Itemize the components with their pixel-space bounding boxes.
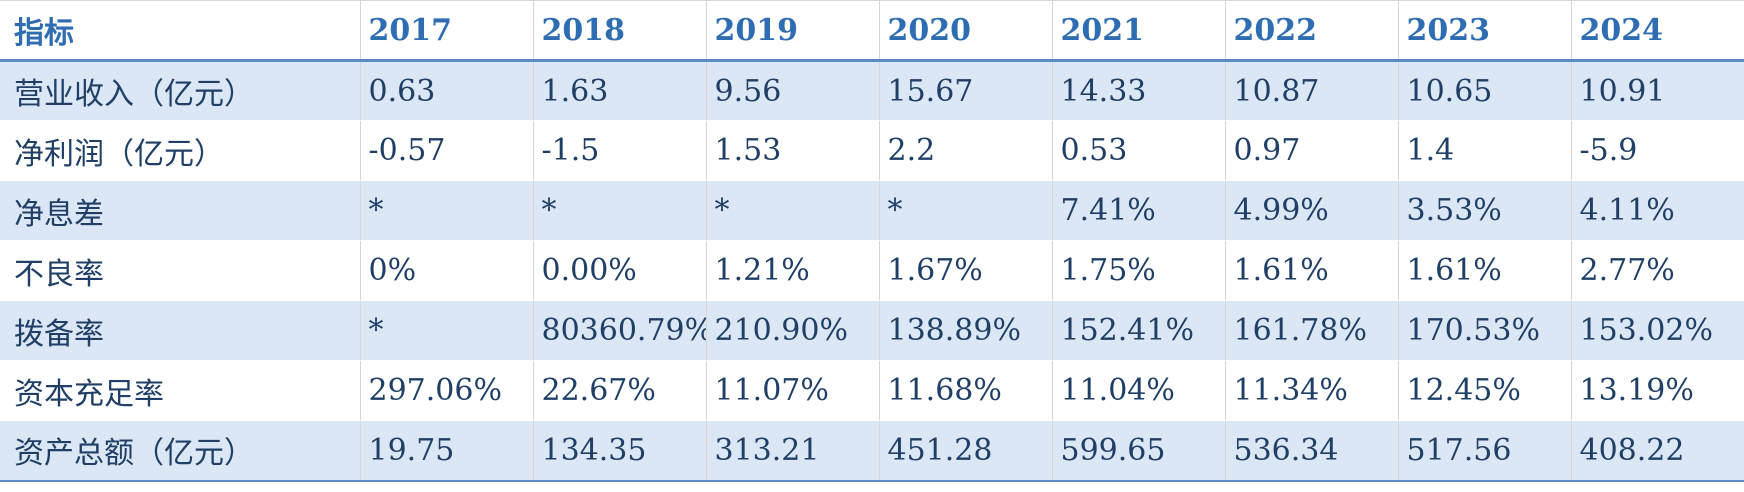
row-label-cell[interactable]: 资产总额（亿元）: [0, 420, 361, 482]
value-cell[interactable]: 1.61%: [1398, 240, 1572, 301]
row-label-cell[interactable]: 资本充足率: [0, 360, 361, 421]
value-cell[interactable]: 4.99%: [1225, 180, 1399, 241]
value-cell[interactable]: 2.2: [879, 120, 1053, 181]
value-cell[interactable]: 9.56: [706, 60, 880, 121]
value-cell[interactable]: 0.97: [1225, 120, 1399, 181]
table-row-revenue: 营业收入（亿元） 0.63 1.63 9.56 15.67 14.33 10.8…: [0, 60, 1744, 121]
value-cell[interactable]: 134.35: [533, 420, 707, 482]
value-cell[interactable]: 161.78%: [1225, 300, 1399, 361]
value-cell[interactable]: 0%: [360, 240, 534, 301]
header-year-cell[interactable]: 2022: [1225, 0, 1399, 62]
value-cell[interactable]: 152.41%: [1052, 300, 1226, 361]
table-row-total-assets: 资产总额（亿元） 19.75 134.35 313.21 451.28 599.…: [0, 420, 1744, 482]
value-cell[interactable]: 536.34: [1225, 420, 1399, 482]
value-cell[interactable]: 517.56: [1398, 420, 1572, 482]
value-cell[interactable]: *: [879, 180, 1053, 241]
value-cell[interactable]: 1.61%: [1225, 240, 1399, 301]
header-year-cell[interactable]: 2020: [879, 0, 1053, 62]
value-cell[interactable]: 13.19%: [1571, 360, 1744, 421]
value-cell[interactable]: -0.57: [360, 120, 534, 181]
value-cell[interactable]: 599.65: [1052, 420, 1226, 482]
value-cell[interactable]: 408.22: [1571, 420, 1744, 482]
value-cell[interactable]: 210.90%: [706, 300, 880, 361]
table-row-npl-ratio: 不良率 0% 0.00% 1.21% 1.67% 1.75% 1.61% 1.6…: [0, 240, 1744, 301]
value-cell[interactable]: 80360.79%: [533, 300, 707, 361]
value-cell[interactable]: 0.53: [1052, 120, 1226, 181]
value-cell[interactable]: 10.91: [1571, 60, 1744, 121]
value-cell[interactable]: 297.06%: [360, 360, 534, 421]
value-cell[interactable]: -1.5: [533, 120, 707, 181]
header-indicator-cell[interactable]: 指标: [0, 0, 361, 62]
header-row: 指标 2017 2018 2019 2020 2021 2022 2023 20…: [0, 0, 1744, 62]
value-cell[interactable]: 15.67: [879, 60, 1053, 121]
value-cell[interactable]: *: [360, 180, 534, 241]
value-cell[interactable]: 14.33: [1052, 60, 1226, 121]
value-cell[interactable]: 313.21: [706, 420, 880, 482]
value-cell[interactable]: 22.67%: [533, 360, 707, 421]
value-cell[interactable]: 451.28: [879, 420, 1053, 482]
value-cell[interactable]: 12.45%: [1398, 360, 1572, 421]
value-cell[interactable]: 11.07%: [706, 360, 880, 421]
financial-indicators-table: 指标 2017 2018 2019 2020 2021 2022 2023 20…: [0, 0, 1744, 482]
value-cell[interactable]: *: [360, 300, 534, 361]
value-cell[interactable]: 3.53%: [1398, 180, 1572, 241]
value-cell[interactable]: 1.75%: [1052, 240, 1226, 301]
value-cell[interactable]: 153.02%: [1571, 300, 1744, 361]
row-label-cell[interactable]: 不良率: [0, 240, 361, 301]
header-year-cell[interactable]: 2018: [533, 0, 707, 62]
row-label-cell[interactable]: 拨备率: [0, 300, 361, 361]
value-cell[interactable]: 4.11%: [1571, 180, 1744, 241]
value-cell[interactable]: *: [706, 180, 880, 241]
value-cell[interactable]: 170.53%: [1398, 300, 1572, 361]
value-cell[interactable]: 11.04%: [1052, 360, 1226, 421]
header-year-cell[interactable]: 2019: [706, 0, 880, 62]
value-cell[interactable]: 0.63: [360, 60, 534, 121]
value-cell[interactable]: 138.89%: [879, 300, 1053, 361]
value-cell[interactable]: 10.87: [1225, 60, 1399, 121]
value-cell[interactable]: 1.67%: [879, 240, 1053, 301]
value-cell[interactable]: 1.53: [706, 120, 880, 181]
value-cell[interactable]: *: [533, 180, 707, 241]
table-row-net-profit: 净利润（亿元） -0.57 -1.5 1.53 2.2 0.53 0.97 1.…: [0, 120, 1744, 181]
table-row-provision-ratio: 拨备率 * 80360.79% 210.90% 138.89% 152.41% …: [0, 300, 1744, 361]
header-year-cell[interactable]: 2021: [1052, 0, 1226, 62]
header-year-cell[interactable]: 2017: [360, 0, 534, 62]
row-label-cell[interactable]: 净息差: [0, 180, 361, 241]
row-label-cell[interactable]: 净利润（亿元）: [0, 120, 361, 181]
value-cell[interactable]: 1.63: [533, 60, 707, 121]
value-cell[interactable]: 19.75: [360, 420, 534, 482]
header-year-cell[interactable]: 2024: [1571, 0, 1744, 62]
value-cell[interactable]: 2.77%: [1571, 240, 1744, 301]
value-cell[interactable]: 11.34%: [1225, 360, 1399, 421]
value-cell[interactable]: 10.65: [1398, 60, 1572, 121]
table-row-capital-adequacy: 资本充足率 297.06% 22.67% 11.07% 11.68% 11.04…: [0, 360, 1744, 421]
value-cell[interactable]: 7.41%: [1052, 180, 1226, 241]
header-year-cell[interactable]: 2023: [1398, 0, 1572, 62]
value-cell[interactable]: 1.4: [1398, 120, 1572, 181]
value-cell[interactable]: 11.68%: [879, 360, 1053, 421]
value-cell[interactable]: 0.00%: [533, 240, 707, 301]
table-row-net-interest-margin: 净息差 * * * * 7.41% 4.99% 3.53% 4.11%: [0, 180, 1744, 241]
value-cell[interactable]: -5.9: [1571, 120, 1744, 181]
row-label-cell[interactable]: 营业收入（亿元）: [0, 60, 361, 121]
value-cell[interactable]: 1.21%: [706, 240, 880, 301]
